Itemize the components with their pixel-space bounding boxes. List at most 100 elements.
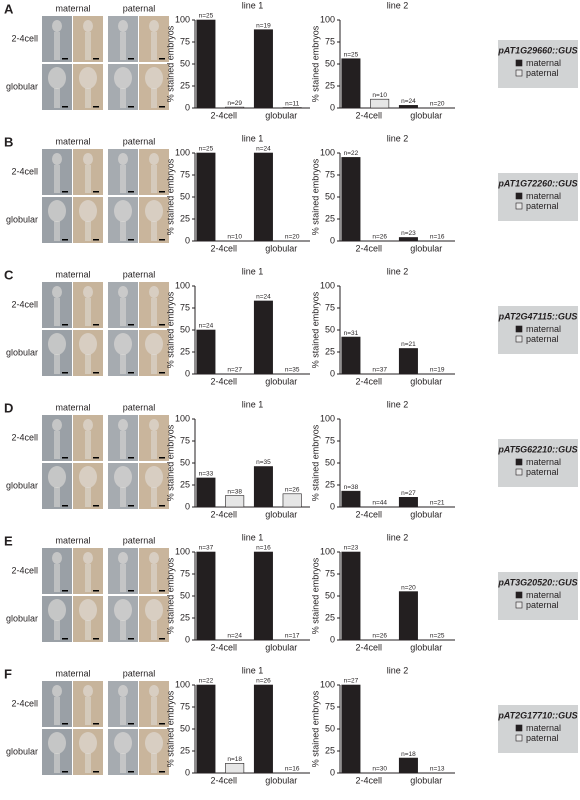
y-tick-label: 100	[320, 14, 335, 24]
panel-letter: C	[4, 267, 14, 282]
n-label: n=30	[372, 766, 387, 773]
n-label: n=24	[256, 294, 271, 301]
chart-title: line 2	[387, 665, 409, 675]
y-tick-label: 0	[185, 501, 190, 511]
n-label: n=25	[199, 13, 214, 20]
n-label: n=22	[199, 678, 214, 685]
n-label: n=33	[199, 471, 214, 478]
legend-label: paternal	[526, 600, 559, 610]
suspensor	[120, 697, 126, 725]
scale-bar	[128, 324, 134, 326]
suspensor	[120, 165, 126, 193]
scale-bar	[128, 106, 134, 108]
n-label: n=18	[227, 756, 242, 763]
n-label: n=25	[430, 633, 445, 640]
legend-label: paternal	[526, 334, 559, 344]
column-label: paternal	[123, 3, 156, 13]
legend-label: maternal	[526, 590, 561, 600]
n-label: n=18	[401, 751, 416, 758]
legend-box	[498, 572, 578, 620]
column-label: maternal	[55, 3, 90, 13]
x-tick-label: 2-4cell	[355, 376, 382, 386]
y-tick-label: 25	[180, 346, 190, 356]
suspensor	[85, 354, 91, 374]
embryo	[114, 200, 132, 222]
embryo	[118, 552, 128, 564]
bar	[370, 98, 390, 109]
bar	[398, 237, 418, 242]
scale-bar	[62, 239, 68, 241]
y-tick-label: 25	[180, 612, 190, 622]
y-tick-label: 50	[180, 191, 190, 201]
n-label: n=20	[401, 584, 416, 591]
row-label: globular	[6, 214, 38, 224]
n-label: n=37	[372, 367, 387, 374]
y-tick-label: 75	[180, 302, 190, 312]
n-label: n=26	[372, 633, 387, 640]
legend-label: paternal	[526, 68, 559, 78]
embryo	[83, 419, 93, 431]
y-tick-label: 0	[330, 368, 335, 378]
row-label: globular	[6, 480, 38, 490]
embryo	[145, 466, 163, 488]
bar	[253, 684, 273, 774]
legend-swatch	[515, 69, 523, 77]
embryo	[83, 552, 93, 564]
suspensor	[151, 620, 157, 640]
n-label: n=22	[344, 150, 359, 157]
embryo	[149, 419, 159, 431]
scale-bar	[159, 191, 165, 193]
bar	[341, 336, 361, 375]
chart-title: line 2	[387, 399, 409, 409]
column-label: paternal	[123, 402, 156, 412]
scale-bar	[93, 372, 99, 374]
bar	[341, 684, 361, 774]
embryo	[79, 67, 97, 89]
scale-bar	[159, 505, 165, 507]
y-tick-label: 0	[185, 767, 190, 777]
suspensor	[120, 487, 126, 507]
y-tick-label: 25	[325, 612, 335, 622]
scale-bar	[93, 239, 99, 241]
bar	[398, 105, 418, 109]
suspensor	[151, 298, 157, 326]
embryo	[145, 333, 163, 355]
scale-bar	[62, 638, 68, 640]
x-tick-label: globular	[265, 775, 297, 785]
legend-box	[498, 40, 578, 88]
x-tick-label: globular	[410, 376, 442, 386]
x-tick-label: globular	[265, 376, 297, 386]
bar	[196, 329, 216, 375]
scale-bar	[159, 106, 165, 108]
y-tick-label: 25	[325, 479, 335, 489]
n-label: n=23	[401, 230, 416, 237]
embryo	[118, 153, 128, 165]
embryo	[52, 419, 62, 431]
y-tick-label: 0	[185, 634, 190, 644]
embryo	[52, 20, 62, 32]
y-tick-label: 100	[320, 546, 335, 556]
bar	[253, 152, 273, 242]
embryo	[48, 200, 66, 222]
n-label: n=21	[401, 341, 416, 348]
x-tick-label: globular	[265, 110, 297, 120]
bar	[341, 157, 361, 242]
y-tick-label: 100	[320, 147, 335, 157]
x-tick-label: 2-4cell	[355, 509, 382, 519]
n-label: n=29	[227, 100, 242, 107]
suspensor	[151, 431, 157, 459]
legend-label: paternal	[526, 201, 559, 211]
x-tick-label: 2-4cell	[210, 243, 237, 253]
y-tick-label: 0	[185, 368, 190, 378]
y-axis-label: % stained embryos	[310, 557, 320, 634]
panel-letter: F	[4, 666, 12, 681]
bar	[225, 495, 245, 508]
suspensor	[85, 564, 91, 592]
column-label: paternal	[123, 269, 156, 279]
y-tick-label: 0	[330, 501, 335, 511]
n-label: n=24	[227, 633, 242, 640]
legend-swatch	[515, 59, 523, 67]
embryo	[52, 286, 62, 298]
suspensor	[120, 32, 126, 60]
scale-bar	[128, 58, 134, 60]
